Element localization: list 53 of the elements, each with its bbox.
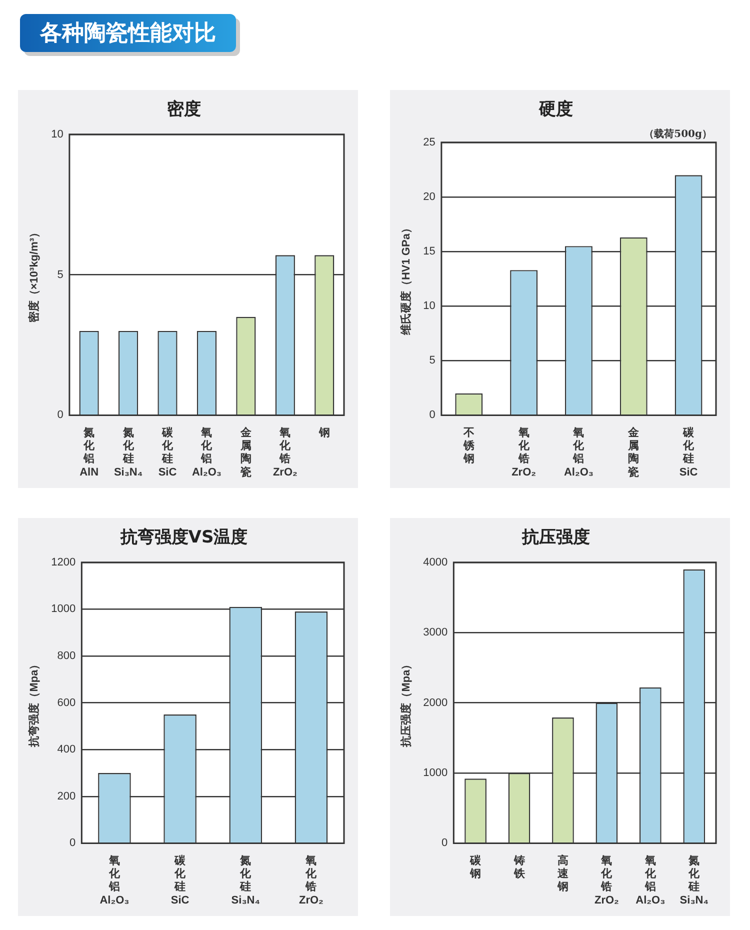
x-tick-label: 氮化铝 AlN xyxy=(80,426,99,478)
y-tick-label: 15 xyxy=(423,246,436,258)
y-tick-label: 4000 xyxy=(423,556,448,568)
y-tick-label: 1000 xyxy=(423,767,448,780)
y-tick-label: 25 xyxy=(423,136,436,148)
y-tick-label: 5 xyxy=(429,354,436,367)
y-tick-label: 5 xyxy=(57,268,64,281)
y-tick-label: 0 xyxy=(442,837,448,850)
x-tick-label: 氧化铝 Al₂O₃ xyxy=(192,426,222,478)
chart-title: 硬度 xyxy=(538,100,573,120)
x-tick-label: 金属陶瓷 xyxy=(239,426,252,478)
y-axis-title: 维氏硬度（HV1 GPa） xyxy=(400,222,413,336)
text: （载荷500g） xyxy=(644,128,712,140)
x-tick-label: 碳化硅 SiC xyxy=(679,426,698,478)
y-tick-label: 10 xyxy=(423,300,436,312)
x-tick-label: 氮化硅 Si₃N₄ xyxy=(231,854,260,906)
x-tick-label: 氮化硅 Si₃N₄ xyxy=(680,854,708,906)
chart-title: 密度 xyxy=(167,100,201,120)
x-tick-label: 钢 xyxy=(318,426,330,439)
y-tick-label: 0 xyxy=(70,837,76,850)
y-tick-label: 3000 xyxy=(423,626,448,639)
y-tick-label: 600 xyxy=(57,696,76,709)
y-tick-label: 20 xyxy=(423,190,436,203)
y-tick-label: 0 xyxy=(429,409,436,422)
x-tick-label: 氮化硅 Si₃N₄ xyxy=(114,426,143,478)
x-tick-label: 氧化锆 ZrO₂ xyxy=(512,426,536,478)
text: 各种陶瓷性能对比 xyxy=(20,14,236,52)
y-axis-title: 抗弯强度（Mpa） xyxy=(28,658,41,748)
x-tick-label: 高速钢 xyxy=(556,854,570,894)
y-tick-label: 800 xyxy=(57,650,76,662)
x-tick-label: 金属陶瓷 xyxy=(627,426,640,478)
x-tick-label: 碳化硅 SiC xyxy=(170,854,190,906)
chart-title: 抗弯强度VS温度 xyxy=(119,528,248,548)
x-tick-label: 碳化硅 SiC xyxy=(158,426,177,478)
x-tick-label: 氧化锆 ZrO₂ xyxy=(594,854,620,906)
x-tick-label: 氧化铝 Al₂O₃ xyxy=(564,426,594,478)
y-axis-title: 密度（×10³kg/m³） xyxy=(28,226,41,323)
x-tick-label: 不锈钢 xyxy=(462,426,476,466)
y-tick-label: 1200 xyxy=(51,556,76,568)
y-axis-title: 抗压强度（Mpa） xyxy=(400,658,413,748)
x-tick-label: 氧化锆 ZrO₂ xyxy=(272,426,298,478)
x-tick-label: 氧化锆 ZrO₂ xyxy=(298,854,324,906)
y-tick-label: 400 xyxy=(57,744,76,756)
chart-title: 抗压强度 xyxy=(521,528,590,548)
x-tick-label: 碳钢 xyxy=(469,854,482,880)
x-tick-label: 铸铁 xyxy=(512,854,526,880)
y-tick-label: 200 xyxy=(57,790,76,802)
y-tick-label: 10 xyxy=(51,128,64,140)
y-tick-label: 0 xyxy=(57,409,64,422)
x-tick-label: 氧化铝 Al₂O₃ xyxy=(636,854,666,906)
x-tick-label: 氧化铝 Al₂O₃ xyxy=(100,854,130,906)
y-tick-label: 2000 xyxy=(423,696,448,709)
y-tick-label: 1000 xyxy=(51,603,76,616)
